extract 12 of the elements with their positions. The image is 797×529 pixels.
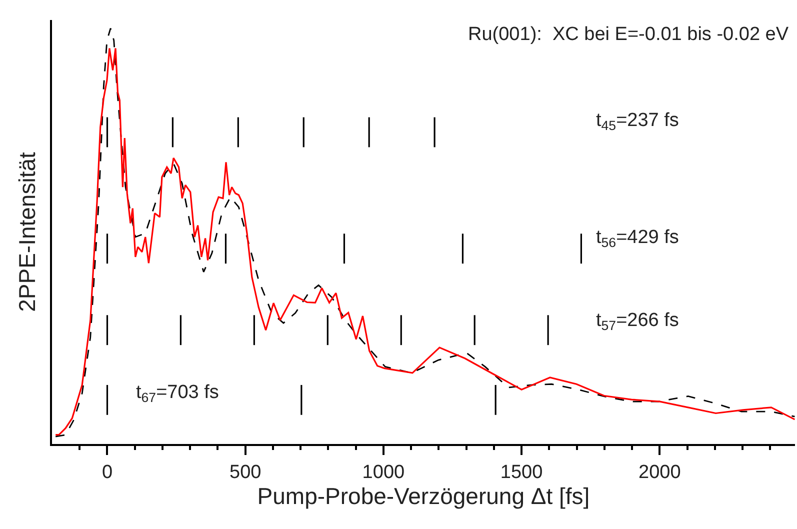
- x-tick-label: 2000: [638, 462, 681, 483]
- annotation: t$_{56}$=429 fs: [596, 227, 679, 250]
- x-tick-label: 500: [230, 462, 262, 483]
- x-tick-label: 1500: [500, 462, 543, 483]
- annotation: t$_{57}$=266 fs: [596, 310, 679, 333]
- y-axis-title: 2PPE-Intensität: [14, 151, 40, 312]
- x-axis-title: Pump-Probe-Verzögerung Δt [fs]: [257, 482, 590, 509]
- annotation: Ru(001): XC bei E=-0.01 bis -0.02 eV: [468, 24, 789, 45]
- annotation: t$_{45}$=237 fs: [596, 110, 679, 133]
- x-tick-label: 0: [102, 462, 113, 483]
- x-tick-label: 1000: [362, 462, 405, 483]
- annotation: t$_{67}$=703 fs: [136, 382, 219, 405]
